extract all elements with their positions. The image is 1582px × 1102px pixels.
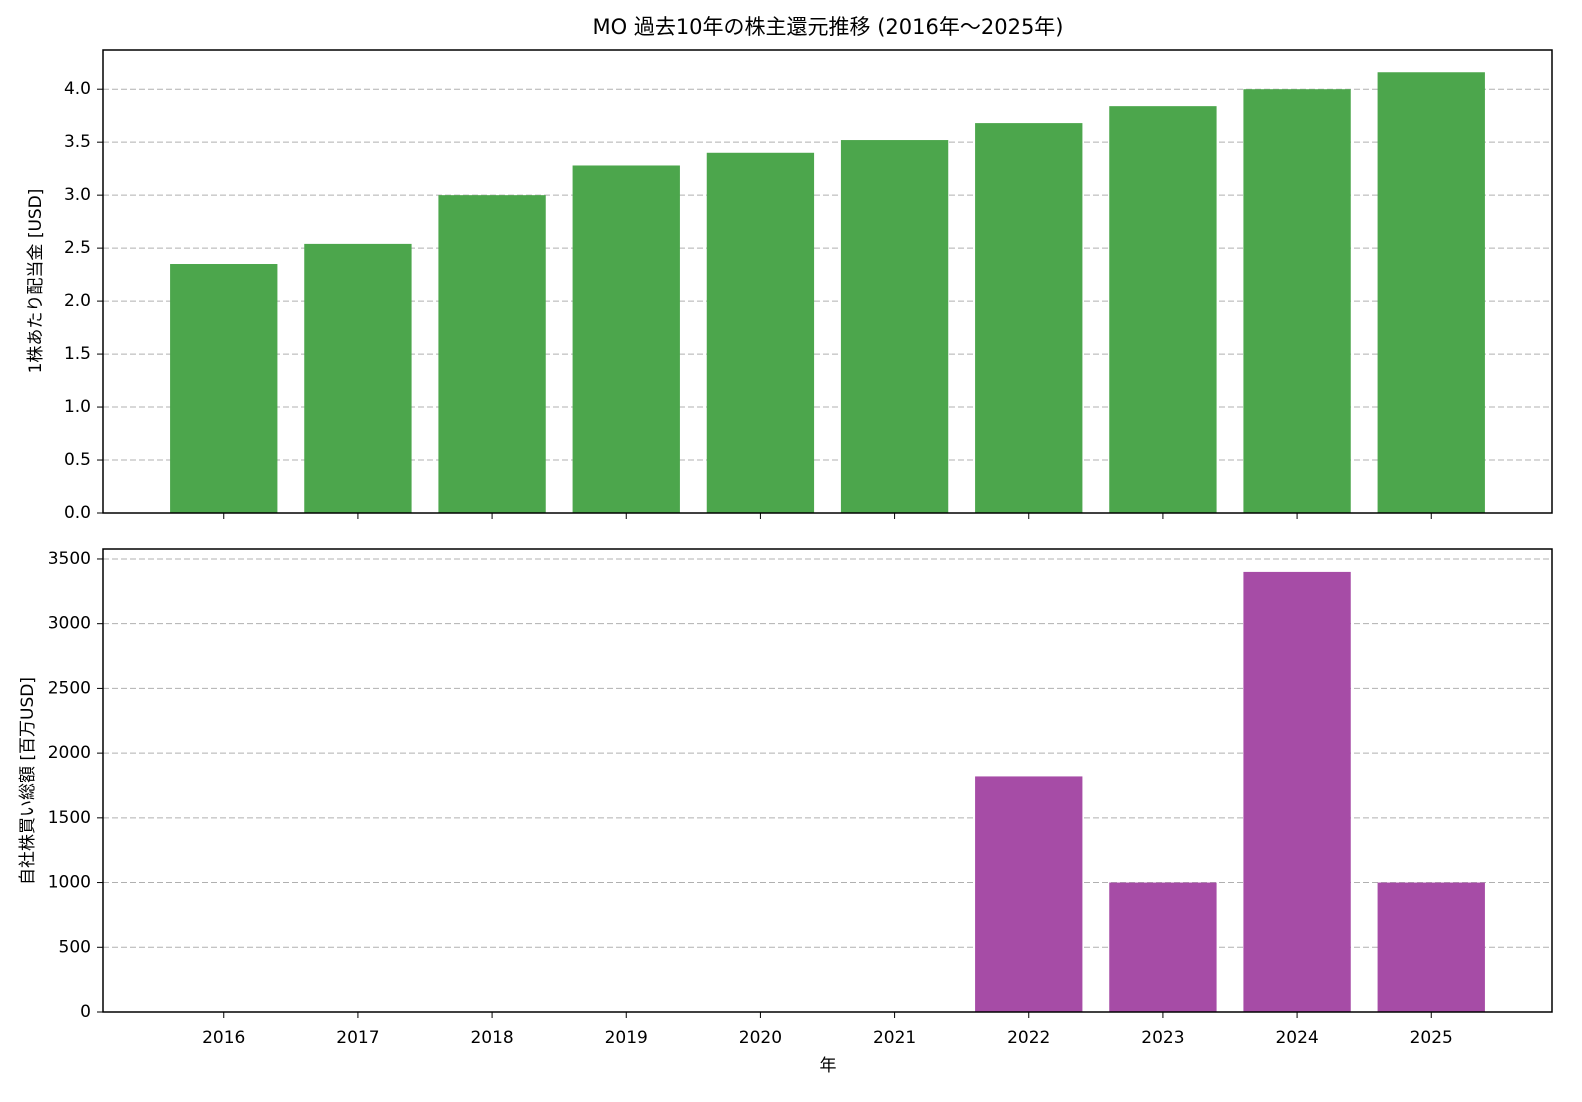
plot-frame xyxy=(102,49,1553,514)
bar xyxy=(1377,882,1485,1012)
x-tick-label: 2024 xyxy=(1275,1028,1318,1048)
y-tick-label: 1.5 xyxy=(64,344,91,364)
x-tick-label: 2025 xyxy=(1410,1028,1453,1048)
y-tick-label: 2000 xyxy=(48,743,91,763)
x-tick-label: 2019 xyxy=(605,1028,648,1048)
y-tick-label: 3.0 xyxy=(64,185,91,205)
bar xyxy=(1109,106,1217,513)
bar xyxy=(706,152,815,513)
bar xyxy=(438,195,546,513)
bar xyxy=(975,123,1083,514)
y-axis-label: 自社株買い総額 [百万USD] xyxy=(18,677,38,885)
bar xyxy=(304,243,412,513)
bar xyxy=(1377,72,1485,514)
y-tick-label: 3500 xyxy=(48,549,91,569)
x-tick-label: 2020 xyxy=(739,1028,782,1048)
y-tick-label: 4.0 xyxy=(64,79,91,99)
x-tick-label: 2016 xyxy=(202,1028,245,1048)
x-tick-label: 2023 xyxy=(1141,1028,1184,1048)
y-tick-label: 3.5 xyxy=(64,132,91,152)
y-tick-label: 1.0 xyxy=(64,397,91,417)
y-tick-label: 500 xyxy=(59,937,91,957)
y-tick-label: 3000 xyxy=(48,614,91,634)
y-tick-label: 0 xyxy=(80,1002,91,1022)
bar xyxy=(170,264,278,513)
bar xyxy=(1243,89,1351,514)
bar xyxy=(572,165,680,514)
y-tick-label: 2.0 xyxy=(64,291,91,311)
bar xyxy=(975,776,1083,1012)
x-axis-label: 年 xyxy=(820,1056,837,1076)
bar xyxy=(840,140,949,514)
plot-frame xyxy=(102,548,1553,1013)
bar xyxy=(1109,882,1217,1012)
x-tick-label: 2017 xyxy=(336,1028,379,1048)
x-tick-label: 2018 xyxy=(470,1028,513,1048)
x-tick-label: 2021 xyxy=(873,1028,916,1048)
y-tick-label: 2500 xyxy=(48,678,91,698)
y-axis-label: 1株あたり配当金 [USD] xyxy=(26,189,46,374)
y-tick-label: 2.5 xyxy=(64,238,91,258)
y-tick-label: 1000 xyxy=(48,873,91,893)
bar xyxy=(1243,571,1351,1012)
y-tick-label: 1500 xyxy=(48,808,91,828)
y-tick-label: 0.5 xyxy=(64,450,91,470)
x-tick-label: 2022 xyxy=(1007,1028,1050,1048)
y-tick-label: 0.0 xyxy=(64,503,91,523)
chart-title: MO 過去10年の株主還元推移 (2016年～2025年) xyxy=(593,15,1064,39)
